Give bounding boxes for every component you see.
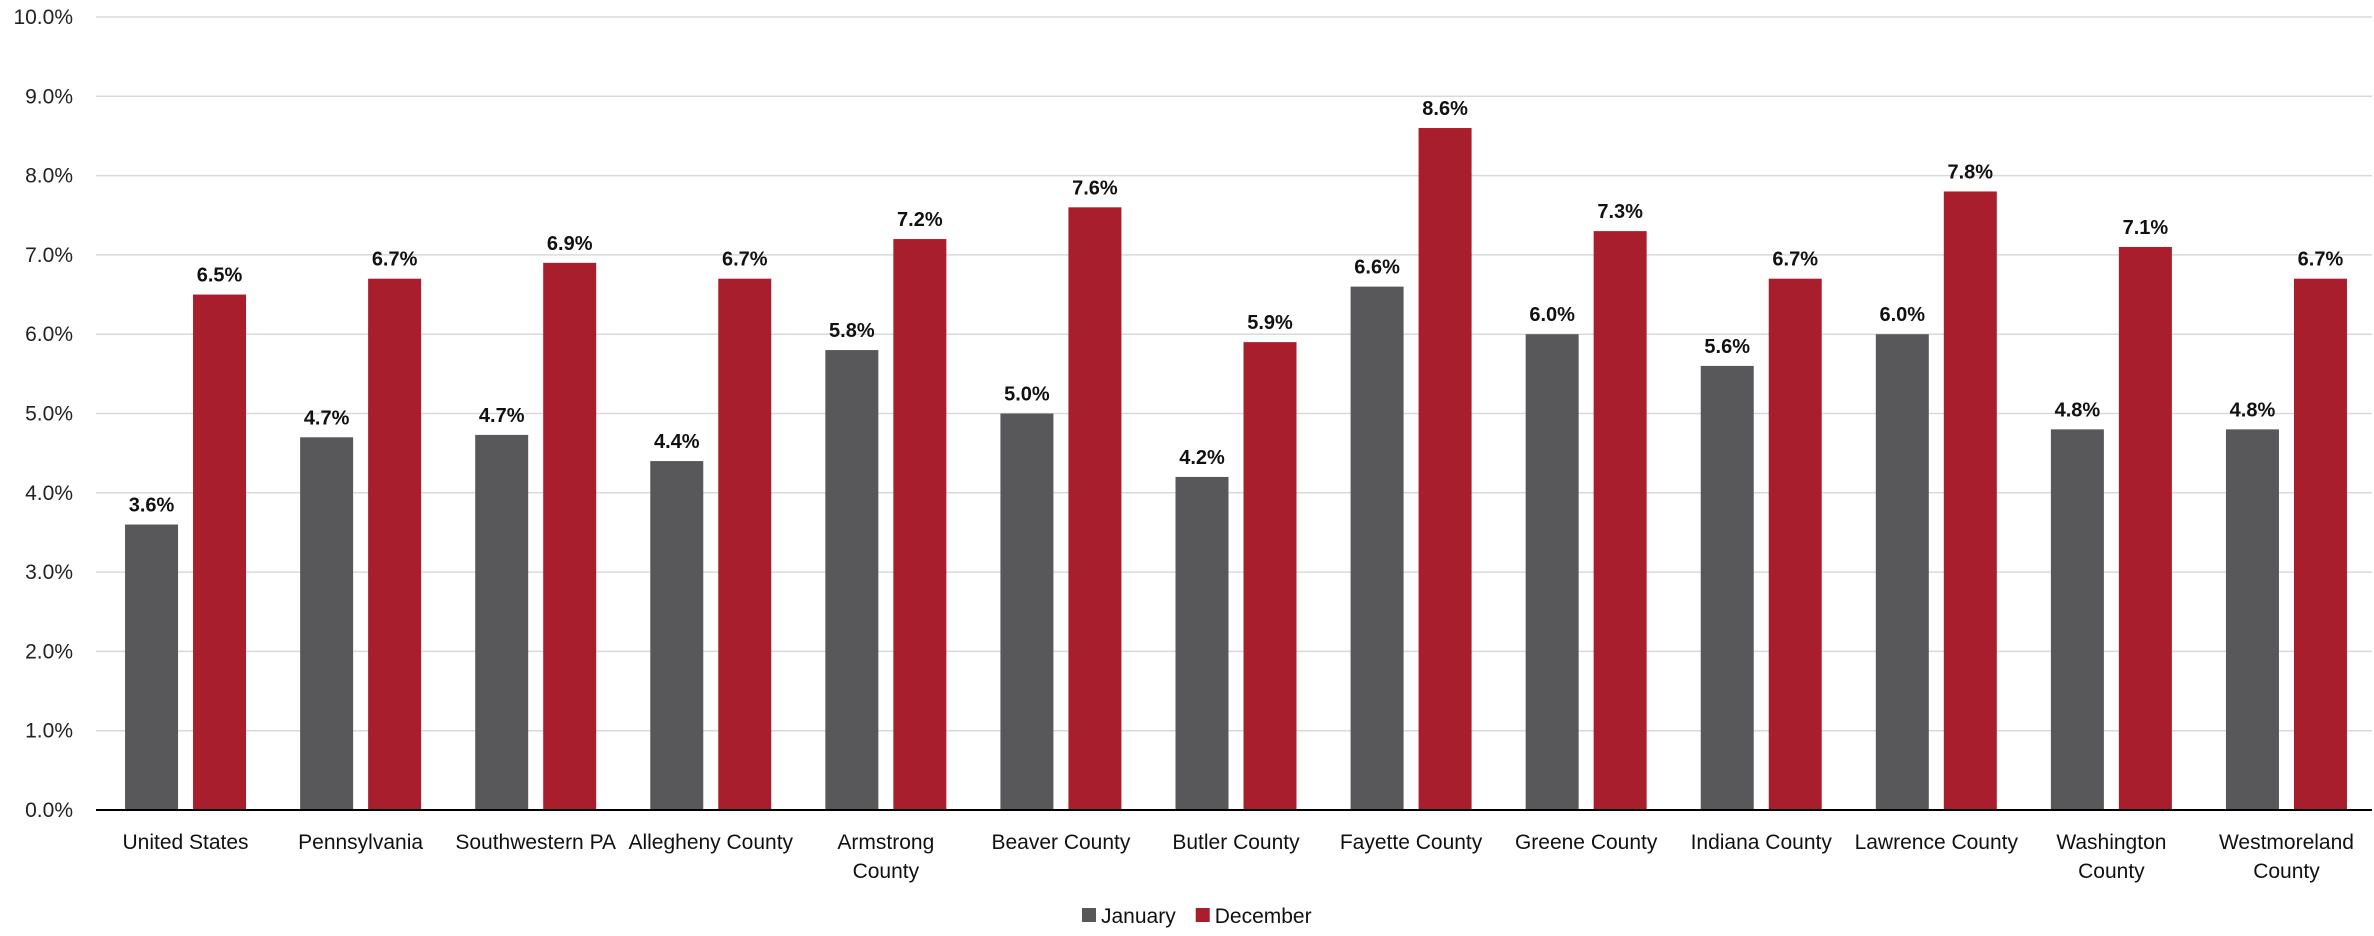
y-tick-label: 8.0% — [25, 165, 73, 188]
data-label: 3.6% — [129, 495, 175, 517]
data-label: 6.7% — [1772, 249, 1818, 271]
data-label: 4.8% — [2055, 399, 2101, 421]
y-tick-label: 5.0% — [25, 403, 73, 426]
bar-december — [543, 262, 597, 811]
data-label: 6.0% — [1880, 304, 1926, 326]
bar-january — [2050, 429, 2104, 810]
x-tick-label: Armstrong — [837, 831, 934, 854]
bar-january — [1875, 334, 1929, 810]
y-axis-tick-labels: 0.0% 1.0% 2.0% 3.0% 4.0% 5.0% 6.0% 7.0% 8.0% 9.0%… — [13, 6, 73, 822]
data-label: 6.7% — [722, 249, 768, 271]
x-tick-label: United States — [122, 831, 248, 854]
bars — [125, 128, 2347, 811]
y-tick-label: 0.0% — [25, 799, 73, 822]
y-tick-label: 2.0% — [25, 640, 73, 663]
bar-january — [1350, 286, 1404, 810]
data-label: 6.9% — [547, 233, 593, 255]
bar-january — [475, 434, 529, 810]
bar-december — [1768, 278, 1822, 810]
x-tick-label: Greene County — [1515, 831, 1658, 854]
bar-january — [1700, 365, 1754, 810]
bar-december — [1068, 207, 1122, 810]
y-tick-label: 9.0% — [25, 85, 73, 108]
y-tick-label: 7.0% — [25, 244, 73, 267]
bar-january — [1000, 413, 1054, 810]
bar-january — [300, 437, 354, 810]
x-tick-label: County — [2078, 860, 2145, 883]
bar-january — [650, 461, 704, 810]
legend-swatch-december — [1195, 908, 1210, 922]
data-label: 7.8% — [1948, 161, 1994, 183]
x-tick-label: County — [853, 860, 920, 883]
bar-january — [125, 524, 179, 810]
data-label: 4.7% — [479, 405, 525, 427]
bar-december — [893, 239, 947, 811]
data-label: 5.0% — [1004, 384, 1050, 406]
data-label: 6.7% — [372, 249, 418, 271]
y-tick-label: 1.0% — [25, 720, 73, 743]
data-label: 6.7% — [2298, 249, 2344, 271]
data-label: 4.2% — [1179, 447, 1225, 469]
y-tick-label: 6.0% — [25, 323, 73, 346]
data-label: 4.4% — [654, 431, 700, 453]
bar-january — [1175, 476, 1229, 810]
legend-label-december: December — [1215, 905, 1312, 928]
data-label: 5.6% — [1704, 336, 1750, 358]
data-label: 6.6% — [1354, 257, 1400, 279]
y-tick-label: 4.0% — [25, 482, 73, 505]
data-label: 7.3% — [1597, 201, 1643, 223]
bar-january — [1525, 334, 1579, 810]
data-label: 6.5% — [197, 265, 243, 287]
bar-december — [718, 278, 772, 810]
data-label: 6.0% — [1529, 304, 1575, 326]
bar-december — [2118, 246, 2172, 811]
bar-december — [193, 294, 247, 810]
x-tick-label: Fayette County — [1340, 831, 1483, 854]
bar-january — [2225, 429, 2279, 810]
bar-december — [368, 278, 422, 810]
legend-swatch-january — [1082, 908, 1096, 922]
gridlines — [96, 16, 2372, 732]
x-tick-label: Butler County — [1172, 831, 1300, 854]
data-label: 7.6% — [1072, 177, 1118, 199]
bar-december — [1418, 128, 1472, 810]
x-tick-label: Washington — [2056, 831, 2166, 854]
x-tick-label: Westmoreland — [2219, 831, 2354, 854]
data-label: 7.1% — [2123, 217, 2169, 239]
y-tick-label: 3.0% — [25, 561, 73, 584]
bar-december — [1593, 231, 1647, 811]
x-tick-label: Allegheny County — [628, 831, 793, 854]
x-tick-label: Pennsylvania — [298, 831, 423, 854]
data-label: 8.6% — [1422, 98, 1468, 120]
data-label: 7.2% — [897, 209, 943, 231]
x-tick-label: Southwestern PA — [455, 831, 616, 854]
data-label: 4.7% — [304, 407, 350, 429]
bar-december — [1243, 342, 1297, 810]
data-label: 4.8% — [2230, 399, 2276, 421]
x-axis-category-labels: United States Pennsylvania Southwestern PA… — [122, 831, 2353, 883]
data-label: 5.9% — [1247, 312, 1293, 334]
legend-label-january: January — [1101, 905, 1176, 928]
x-tick-label: Beaver County — [991, 831, 1130, 854]
y-tick-label: 10.0% — [13, 6, 73, 29]
data-labels: 3.6% 6.5% 4.7% 6.7% 4.7% 6.9% 4.4% 6.7% 5.8% 7.2%… — [129, 98, 2344, 517]
x-tick-label: Lawrence County — [1855, 831, 2019, 854]
bar-december — [1943, 191, 1997, 810]
x-tick-label: Indiana County — [1691, 831, 1833, 854]
bar-december — [2293, 278, 2347, 810]
x-tick-label: County — [2253, 860, 2320, 883]
data-label: 5.8% — [829, 320, 875, 342]
bar-january — [825, 350, 879, 810]
legend: January December — [1082, 905, 1312, 928]
